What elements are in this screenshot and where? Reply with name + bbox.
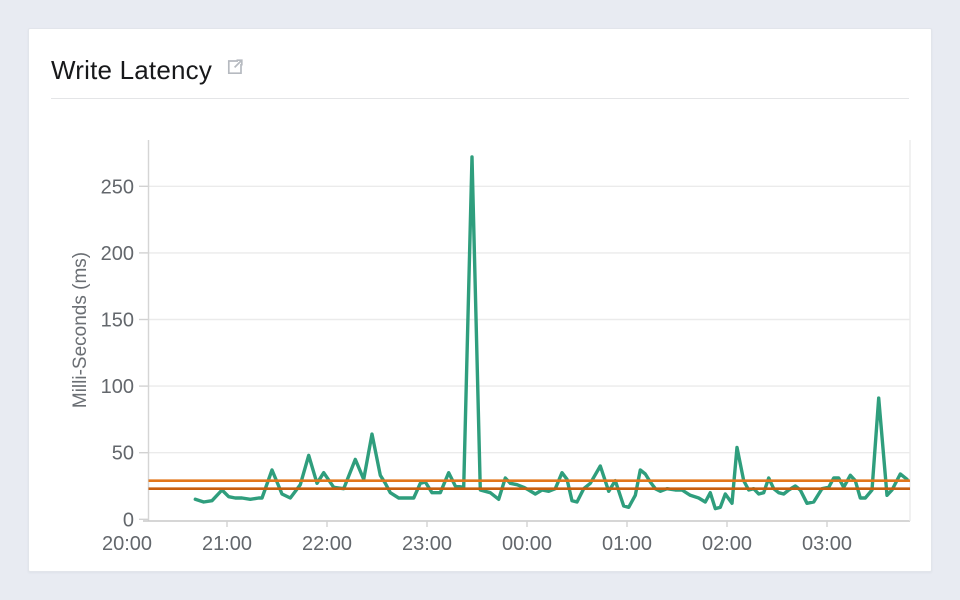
external-link-icon[interactable] bbox=[225, 57, 245, 77]
plot-area[interactable] bbox=[149, 140, 911, 521]
chart-title: Write Latency bbox=[51, 55, 213, 85]
header-divider bbox=[51, 97, 909, 99]
card-header: Write Latency bbox=[29, 29, 931, 98]
